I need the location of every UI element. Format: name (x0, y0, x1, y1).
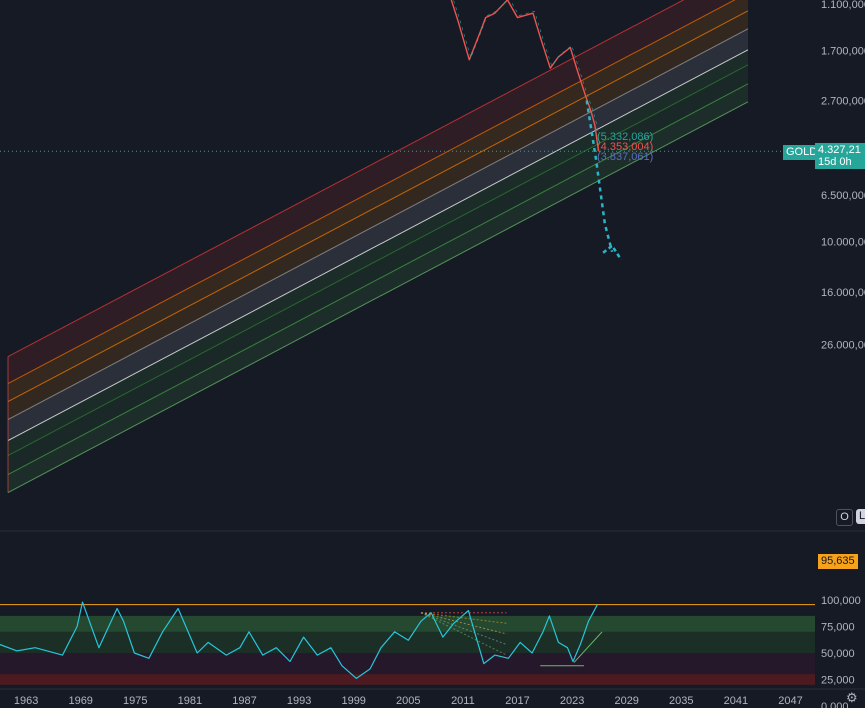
time-tick-label: 2005 (396, 695, 420, 707)
arrow-head (602, 243, 623, 261)
time-tick-label: 2047 (778, 695, 802, 707)
channel-line (7, 0, 685, 358)
regression-channel (7, 0, 749, 494)
pitchfork-lines (420, 612, 507, 656)
channel-line (7, 49, 749, 442)
price-series (450, 0, 601, 152)
time-tick-label: 2035 (669, 695, 693, 707)
channel-line (7, 83, 749, 476)
oscillator-tick-label: 25,000 (821, 675, 855, 687)
time-tick-label: 2023 (560, 695, 584, 707)
oscillator-value-badge: 95,635 (818, 554, 858, 569)
oscillator-tick-label: 100,000 (821, 595, 861, 607)
channel-line (7, 64, 749, 457)
price-tick-label: 1.700,000 (821, 46, 865, 58)
auto-scale-button[interactable]: O (836, 509, 853, 526)
channel-band (8, 0, 748, 402)
time-tick-label: 1975 (123, 695, 147, 707)
channel-line (7, 28, 749, 421)
price-tick-label: 10.000,000 (821, 237, 865, 249)
projection-arrow (585, 100, 614, 253)
price-tick-label: 16.000,000 (821, 287, 865, 299)
oscillator-tick-label: 50,000 (821, 648, 855, 660)
price-tick-label: 26.000,000 (821, 339, 865, 351)
channel-price-label: (4.353,004) (597, 141, 653, 153)
time-axis: 1963 1969 1975 1981 1987 1993 1999 2005 2011 2017… (0, 688, 865, 707)
settings-gear-icon[interactable]: ⚙ (846, 690, 858, 705)
time-tick-label: 1999 (341, 695, 365, 707)
projection-arrows (585, 100, 623, 261)
pitchfork-ray (420, 612, 507, 645)
price-tick-label: 1.100,000 (821, 0, 865, 11)
oscillator-tick-label: 0,000 (821, 701, 849, 708)
time-tick-label: 1963 (14, 695, 38, 707)
time-tick-label: 1981 (178, 695, 202, 707)
channel-labels: (5.332,086)(4.353,004)(3.837,061) (597, 131, 653, 163)
trend-line (573, 631, 603, 663)
oscillator-pane (0, 530, 865, 685)
bar-countdown: 15d 0h (818, 156, 852, 168)
price-tick-label: 6.500,000 (821, 190, 865, 202)
upper-zone (0, 631, 815, 653)
price-tick-label: 2.700,000 (821, 96, 865, 108)
channel-line (7, 101, 749, 494)
time-tick-label: 2029 (614, 695, 638, 707)
channel-price-label: (5.332,086) (597, 131, 653, 143)
channel-line (7, 10, 749, 403)
lower-zone (0, 653, 815, 675)
price-badge: 4.327,21 15d 0h (815, 143, 865, 169)
time-tick-label: 1969 (68, 695, 92, 707)
channel-band (8, 49, 748, 456)
pitchfork-ray (420, 612, 507, 635)
overbought-zone (0, 615, 815, 632)
channel-price-label: (3.837,061) (597, 151, 653, 163)
channel-band (8, 10, 748, 420)
log-scale-button[interactable]: L (856, 509, 865, 524)
symbol-tag: GOLD (783, 145, 821, 160)
price-line-overlay (453, 0, 601, 150)
channel-band (8, 83, 748, 493)
oscillator-line (0, 601, 599, 680)
channel-band (8, 28, 748, 441)
oscillator-tick-label: 75,000 (821, 622, 855, 634)
time-tick-label: 2017 (505, 695, 529, 707)
time-tick-label: 2041 (724, 695, 748, 707)
last-price-label: 4.327,21 (818, 144, 861, 156)
channel-line (7, 0, 736, 385)
channel-band (8, 64, 748, 475)
oversold-zone (0, 674, 815, 685)
price-line (450, 0, 600, 152)
time-tick-label: 1993 (287, 695, 311, 707)
time-tick-label: 1987 (232, 695, 256, 707)
time-tick-label: 2011 (451, 695, 475, 707)
